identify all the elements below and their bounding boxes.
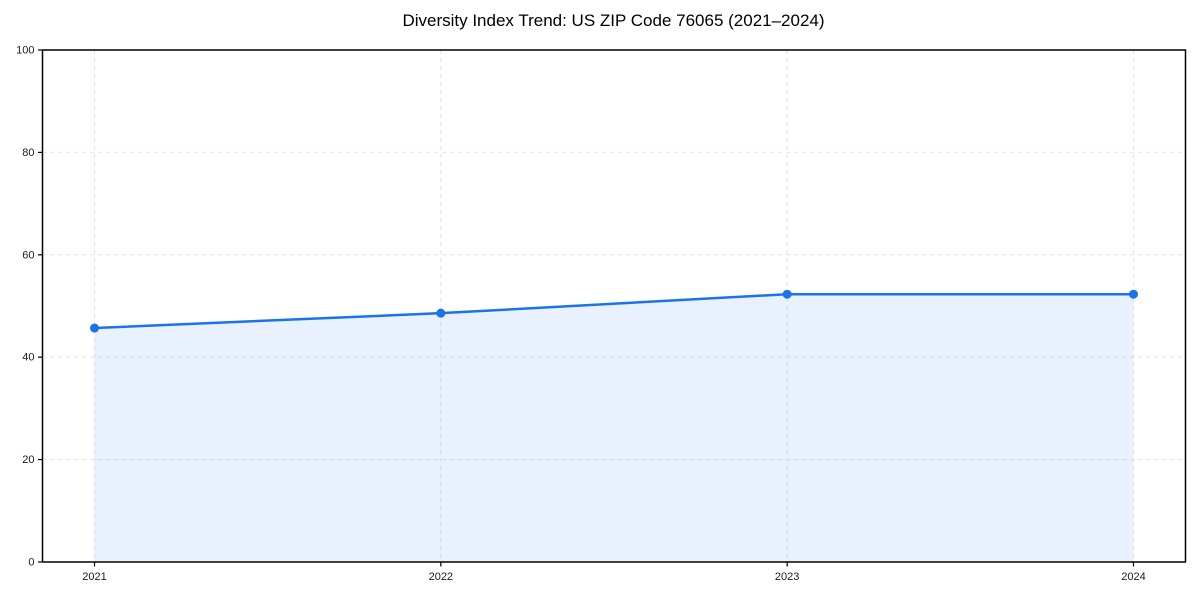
data-point-2021 — [90, 323, 100, 333]
data-point-2023 — [782, 289, 792, 299]
x-tick-label: 2022 — [429, 571, 453, 583]
plot-background — [42, 50, 1186, 562]
y-tick-label: 100 — [16, 45, 34, 57]
x-tick-label: 2023 — [775, 571, 799, 583]
area-fill — [94, 294, 1134, 562]
y-tick-label: 60 — [22, 249, 34, 261]
plot-border — [41, 49, 1187, 563]
data-point-2022 — [436, 308, 446, 318]
y-tick-label: 40 — [22, 352, 34, 364]
chart-title: Diversity Index Trend: US ZIP Code 76065… — [402, 11, 825, 30]
y-tick-label: 20 — [22, 454, 34, 466]
x-tick-label: 2024 — [1121, 571, 1145, 583]
y-tick-label: 0 — [28, 557, 34, 569]
x-tick-label: 2021 — [82, 571, 106, 583]
trend-line — [93, 292, 1135, 330]
data-point-2024 — [1128, 289, 1138, 299]
y-tick-label: 80 — [22, 147, 34, 159]
